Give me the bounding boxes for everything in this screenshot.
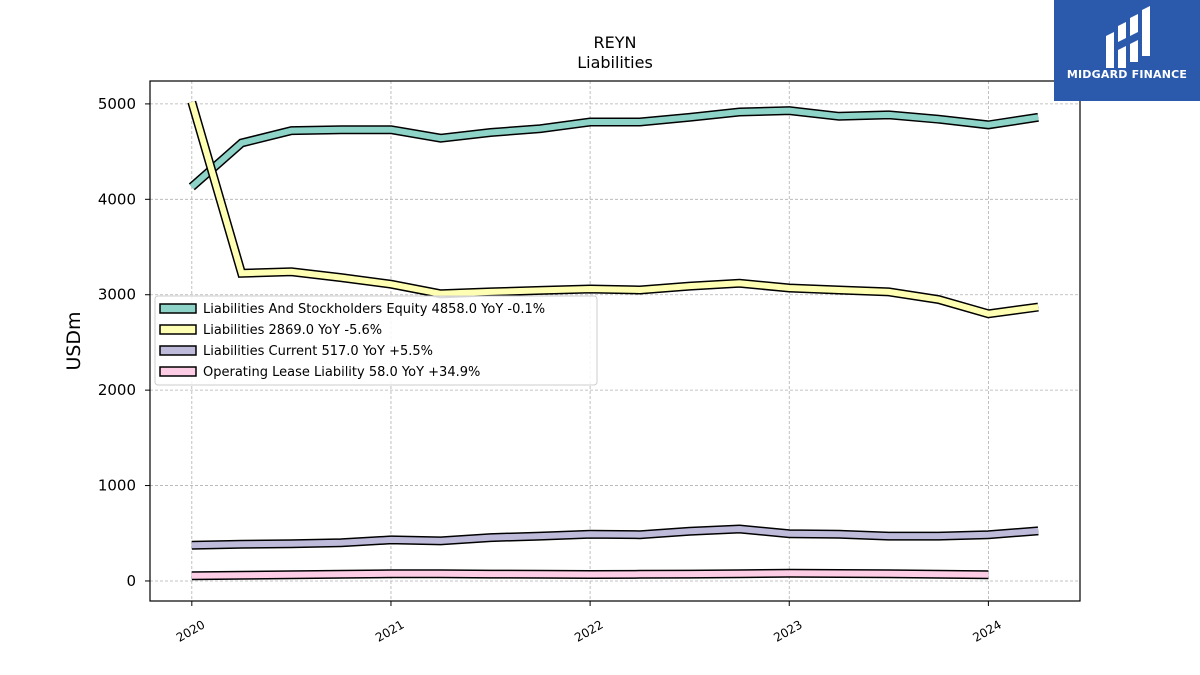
- series-line-1: [188, 101, 1039, 317]
- series-line-0: [189, 107, 1039, 190]
- gridlines: [150, 81, 1080, 601]
- x-tick-label: 2024: [970, 617, 1003, 644]
- legend-swatch-0: [159, 303, 197, 314]
- brand-mark-icon: [1106, 6, 1150, 68]
- series-lines: [187, 100, 1039, 581]
- y-tick-label: 0: [126, 572, 136, 590]
- legend-swatch-1: [159, 324, 197, 335]
- legend: Liabilities And Stockholders Equity 4858…: [154, 295, 598, 386]
- brand-name: MIDGARD FINANCE: [1066, 68, 1188, 81]
- legend-label-3: Operating Lease Liability 58.0 YoY +34.9…: [203, 365, 480, 380]
- series-line-2: [191, 525, 1039, 549]
- legend-box: [154, 295, 598, 386]
- chart-title: REYN: [594, 33, 637, 52]
- x-tick-label: 2020: [174, 617, 207, 644]
- legend-label-0: Liabilities And Stockholders Equity 4858…: [203, 302, 545, 317]
- x-ticks: 2020 2021 2022 2023 2024: [174, 601, 1004, 645]
- y-tick-label: 2000: [98, 381, 136, 399]
- y-axis-label: USDm: [63, 311, 85, 370]
- x-tick-label: 2023: [771, 617, 804, 644]
- x-tick-label: 2022: [572, 617, 605, 644]
- legend-label-2: Liabilities Current 517.0 YoY +5.5%: [203, 344, 433, 359]
- legend-swatch-3: [159, 366, 197, 377]
- legend-swatch-2: [159, 345, 197, 356]
- y-tick-label: 3000: [98, 286, 136, 304]
- y-tick-label: 5000: [98, 95, 136, 113]
- plot-frame: [149, 80, 1081, 602]
- y-tick-label: 1000: [98, 477, 136, 495]
- chart-subtitle: Liabilities: [577, 53, 653, 72]
- y-tick-label: 4000: [98, 190, 136, 208]
- y-ticks: 0 1000 2000 3000 4000 5000: [98, 95, 150, 590]
- series-line-3: [191, 570, 989, 579]
- brand-logo: MIDGARD FINANCE: [1054, 0, 1200, 101]
- legend-label-1: Liabilities 2869.0 YoY -5.6%: [203, 323, 382, 338]
- x-tick-label: 2021: [373, 617, 406, 644]
